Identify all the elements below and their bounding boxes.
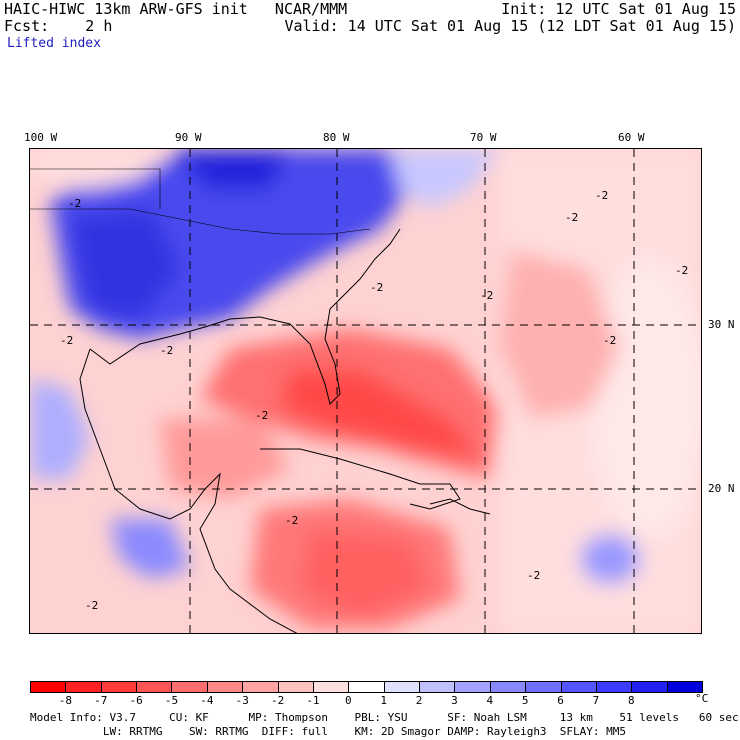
colorbar-tick-label: -8 <box>58 694 72 707</box>
contour-label: -2 <box>675 264 688 277</box>
colorbar-tick-label: 4 <box>486 694 494 707</box>
colorbar-tick-label: -5 <box>164 694 179 707</box>
colorbar-segment <box>171 681 208 693</box>
colorbar-segment <box>30 681 67 693</box>
colorbar-segment <box>312 681 350 693</box>
forecast-hour: Fcst: 2 h <box>4 17 113 35</box>
colorbar-segment <box>454 681 491 693</box>
colorbar-tick-label: 0 <box>345 694 352 707</box>
colorbar-segment <box>242 681 279 693</box>
contour-label: -2 <box>370 281 383 294</box>
colorbar-segment <box>136 681 173 693</box>
colorbar-unit: °C <box>695 692 709 705</box>
colorbar-tick-label: -7 <box>94 694 108 707</box>
contour-label: -2 <box>285 514 298 527</box>
lat-label-20n: 20 N <box>708 482 735 495</box>
contour-label: -2 <box>60 334 73 347</box>
map-canvas: -2 -2 -2 -2 -2 -2 -2 -2 -2 -2 -2 -2 -2 <box>30 149 701 633</box>
contour-label: -2 <box>85 599 98 612</box>
contour-label: -2 <box>480 289 493 302</box>
colorbar-segment <box>383 681 421 693</box>
colorbar-segment <box>65 681 102 693</box>
colorbar-segment <box>348 681 385 693</box>
contour-labels: -2 -2 -2 -2 -2 -2 -2 -2 -2 -2 -2 -2 -2 <box>60 189 688 612</box>
model-info-line2: LW: RRTMG SW: RRTMG DIFF: full KM: 2D Sm… <box>30 725 627 738</box>
contour-label: -2 <box>565 211 578 224</box>
lon-label-80w: 80 W <box>323 131 350 144</box>
colorbar-tick-label: -3 <box>235 694 249 707</box>
colorbar-segment <box>419 681 456 693</box>
valid-time: Valid: 14 UTC Sat 01 Aug 15 (12 LDT Sat … <box>284 17 736 35</box>
colorbar-tick-label: 7 <box>592 694 600 707</box>
colorbar-tick-label: -2 <box>270 694 285 707</box>
colorbar-segment <box>631 681 668 693</box>
lon-label-90w: 90 W <box>175 131 202 144</box>
contour-label: -2 <box>160 344 173 357</box>
colorbar-segment <box>666 681 703 693</box>
model-title: HAIC-HIWC 13km ARW-GFS init NCAR/MMM <box>4 0 348 18</box>
lon-label-60w: 60 W <box>618 131 645 144</box>
colorbar-tick-label: 1 <box>380 694 387 707</box>
colorbar-tick-label: 5 <box>521 694 529 707</box>
lon-label-100w: 100 W <box>24 131 58 144</box>
model-info-line1: Model Info: V3.7 CU: KF MP: Thompson PBL… <box>30 711 739 724</box>
colorbar-segment <box>595 681 633 693</box>
colorbar-tick-label: 8 <box>627 694 635 707</box>
colorbar-tick-label: 6 <box>557 694 564 707</box>
colorbar-segment <box>100 681 138 693</box>
field-name: Lifted index <box>7 36 101 51</box>
colorbar-tick-label: -1 <box>306 694 320 707</box>
colorbar-segment <box>206 681 244 693</box>
colorbar-tick-label: 3 <box>451 694 458 707</box>
colorbar-tick-label: -6 <box>129 694 143 707</box>
contour-label: -2 <box>255 409 268 422</box>
colorbar-segment <box>489 681 527 693</box>
lat-label-30n: 30 N <box>708 318 735 331</box>
contour-label: -2 <box>527 569 540 582</box>
lon-label-70w: 70 W <box>470 131 497 144</box>
colorbar-tick-label: -4 <box>200 694 214 707</box>
contour-label: -2 <box>595 189 608 202</box>
colorbar-segment <box>525 681 562 693</box>
contour-label: -2 <box>68 197 81 210</box>
colorbar-segment <box>277 681 314 693</box>
coastlines <box>30 168 491 633</box>
colorbar-segment <box>560 681 597 693</box>
init-time: Init: 12 UTC Sat 01 Aug 15 <box>501 0 736 18</box>
lat-lon-grid <box>30 149 701 633</box>
contour-label: -2 <box>603 334 616 347</box>
colorbar-tick-label: 2 <box>415 694 423 707</box>
lifted-index-map: -2 -2 -2 -2 -2 -2 -2 -2 -2 -2 -2 -2 -2 <box>29 148 702 634</box>
